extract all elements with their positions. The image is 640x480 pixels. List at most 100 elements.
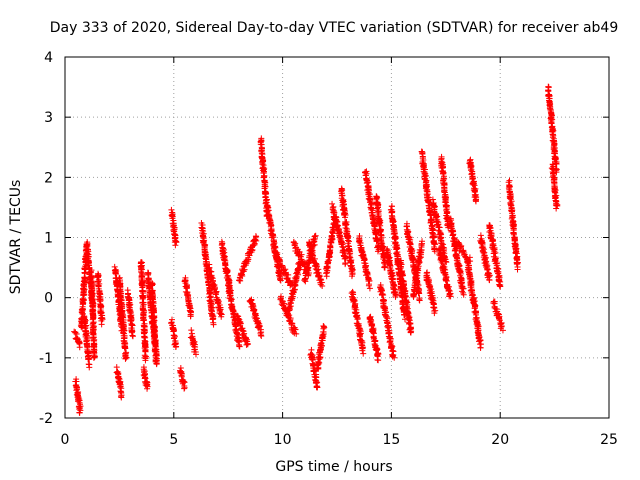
data-point bbox=[99, 316, 106, 323]
data-point bbox=[239, 272, 246, 279]
data-point bbox=[243, 335, 250, 342]
data-point bbox=[237, 320, 244, 327]
data-point bbox=[236, 319, 243, 326]
data-point bbox=[236, 343, 243, 350]
data-point bbox=[227, 295, 234, 302]
data-point bbox=[169, 316, 175, 323]
data-point bbox=[171, 230, 178, 237]
data-point bbox=[244, 340, 251, 347]
data-point bbox=[263, 197, 270, 204]
y-tick-label: 2 bbox=[44, 170, 53, 186]
chart-title: Day 333 of 2020, Sidereal Day-to-day VTE… bbox=[50, 20, 619, 36]
data-point bbox=[83, 322, 90, 329]
x-axis-label: GPS time / hours bbox=[275, 459, 392, 475]
data-point bbox=[225, 282, 232, 289]
data-point bbox=[128, 329, 135, 336]
data-point bbox=[90, 334, 97, 341]
data-point bbox=[83, 341, 90, 348]
data-point bbox=[139, 282, 146, 289]
data-point bbox=[245, 256, 252, 263]
y-tick-label: -2 bbox=[39, 411, 53, 427]
x-tick-label: 25 bbox=[600, 432, 618, 448]
x-tick-label: 0 bbox=[61, 432, 70, 448]
y-tick-label: 1 bbox=[44, 231, 53, 247]
data-point bbox=[142, 348, 149, 355]
data-point bbox=[234, 312, 241, 319]
data-point bbox=[171, 332, 178, 339]
data-point bbox=[149, 295, 156, 302]
data-point bbox=[153, 360, 160, 367]
data-point bbox=[152, 346, 159, 353]
data-point bbox=[76, 344, 83, 351]
data-point bbox=[230, 310, 237, 317]
data-point bbox=[191, 346, 198, 353]
data-point bbox=[116, 281, 123, 288]
data-point bbox=[248, 297, 255, 304]
data-point bbox=[98, 321, 105, 328]
data-point bbox=[222, 260, 229, 267]
data-point bbox=[76, 339, 83, 346]
data-point bbox=[141, 345, 148, 352]
data-point bbox=[208, 272, 215, 279]
data-point bbox=[95, 283, 102, 290]
data-point bbox=[252, 237, 259, 244]
y-tick-label: 4 bbox=[44, 50, 53, 66]
data-point bbox=[129, 333, 136, 340]
data-point bbox=[119, 313, 126, 320]
data-point bbox=[173, 239, 180, 246]
data-point bbox=[89, 290, 96, 297]
data-point bbox=[253, 314, 260, 321]
data-point bbox=[129, 322, 136, 329]
y-tick-label: 0 bbox=[44, 291, 53, 307]
data-point bbox=[144, 385, 151, 392]
data-point bbox=[217, 310, 224, 317]
data-point bbox=[172, 242, 179, 249]
data-point bbox=[256, 323, 263, 330]
data-point bbox=[141, 371, 148, 378]
data-point bbox=[170, 220, 177, 227]
data-point bbox=[83, 243, 90, 250]
data-point bbox=[258, 148, 265, 155]
data-point bbox=[127, 301, 134, 308]
data-point bbox=[188, 327, 195, 334]
data-point bbox=[210, 321, 217, 328]
data-point bbox=[114, 368, 121, 375]
data-point bbox=[210, 313, 217, 320]
data-point bbox=[173, 343, 180, 350]
data-point bbox=[202, 259, 209, 266]
data-point bbox=[238, 271, 245, 278]
data-point bbox=[85, 356, 92, 363]
data-point bbox=[168, 319, 175, 326]
y-axis-label: SDTVAR / TECUs bbox=[8, 180, 24, 295]
data-point bbox=[96, 280, 103, 287]
x-tick-label: 5 bbox=[169, 432, 178, 448]
data-point bbox=[172, 235, 179, 242]
data-point bbox=[90, 354, 97, 361]
data-point bbox=[218, 242, 225, 249]
data-point bbox=[122, 345, 129, 352]
data-point bbox=[73, 383, 80, 390]
data-point bbox=[84, 243, 91, 250]
data-point bbox=[264, 207, 271, 214]
data-point bbox=[270, 234, 277, 241]
data-point bbox=[140, 317, 147, 324]
data-point bbox=[79, 306, 86, 313]
data-point bbox=[237, 320, 244, 327]
data-point bbox=[180, 378, 187, 385]
data-point bbox=[181, 382, 188, 389]
data-point bbox=[202, 253, 209, 260]
data-point bbox=[87, 274, 94, 281]
data-point bbox=[187, 309, 194, 316]
data-point bbox=[212, 291, 219, 298]
data-point bbox=[76, 409, 83, 416]
data-point bbox=[113, 364, 120, 371]
data-point bbox=[234, 330, 241, 337]
data-point bbox=[115, 373, 122, 380]
data-point bbox=[192, 351, 199, 358]
data-point bbox=[263, 190, 270, 197]
x-tick-label: 10 bbox=[274, 432, 292, 448]
data-point bbox=[122, 355, 129, 362]
y-tick-label: 3 bbox=[44, 110, 53, 126]
data-point bbox=[126, 306, 133, 313]
data-point bbox=[263, 196, 270, 203]
